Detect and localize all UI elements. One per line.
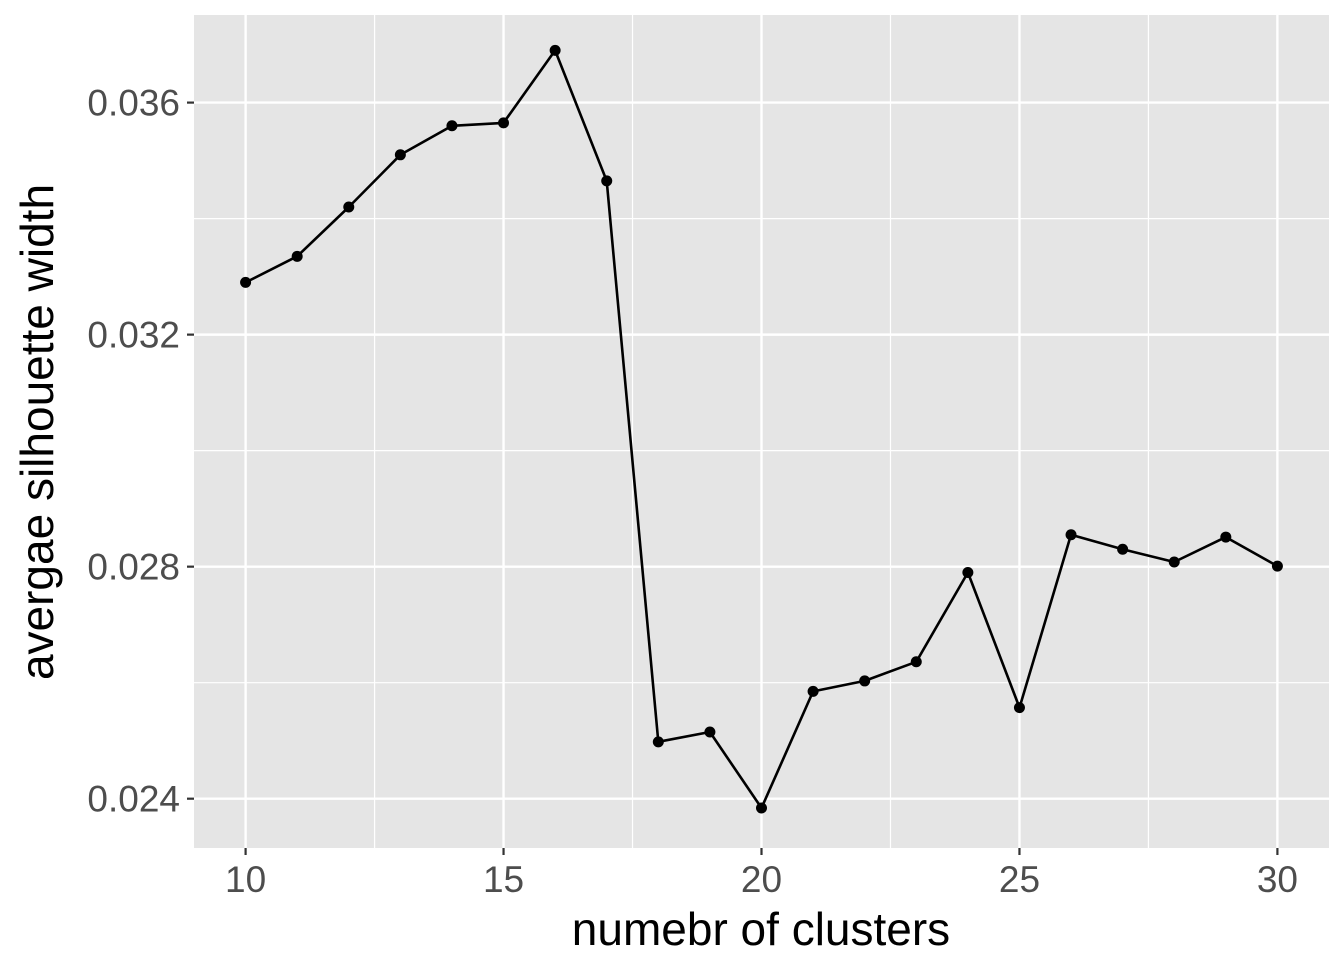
y-tick-label-1: 0.028 (87, 547, 180, 588)
data-point-21 (807, 685, 819, 697)
data-point-18 (652, 736, 664, 748)
x-tick-label-0: 10 (225, 859, 266, 900)
data-point-25 (1013, 702, 1025, 714)
data-points (240, 44, 1283, 814)
x-tick-label-2: 20 (741, 859, 782, 900)
data-point-14 (446, 120, 458, 132)
y-axis-ticks (187, 101, 194, 800)
data-point-23 (910, 656, 922, 668)
y-tick-label-3: 0.036 (87, 83, 180, 124)
data-point-27 (1117, 543, 1129, 555)
data-point-19 (704, 726, 716, 738)
y-axis-title: avergae silhouette width (11, 184, 63, 680)
x-tick-label-3: 25 (999, 859, 1040, 900)
data-point-11 (291, 250, 303, 262)
y-tick-label-2: 0.032 (87, 315, 180, 356)
data-point-30 (1271, 560, 1283, 572)
data-point-10 (240, 276, 252, 288)
data-point-22 (859, 675, 871, 687)
x-axis-title: numebr of clusters (572, 903, 950, 955)
major-gridlines (194, 15, 1329, 848)
data-point-16 (549, 44, 561, 56)
x-tick-label-4: 30 (1257, 859, 1298, 900)
x-tick-label-1: 15 (483, 859, 524, 900)
y-tick-label-0: 0.024 (87, 779, 180, 820)
x-axis-ticks (244, 848, 1279, 855)
y-axis-tick-labels: 0.024 0.028 0.032 0.036 (87, 83, 180, 820)
data-point-12 (343, 201, 355, 213)
data-point-20 (756, 802, 767, 814)
data-point-15 (498, 117, 510, 129)
data-point-28 (1168, 556, 1180, 568)
x-axis-tick-labels: 10 15 20 25 30 (225, 859, 1298, 900)
data-point-13 (394, 149, 406, 161)
data-point-29 (1220, 531, 1232, 543)
data-point-17 (601, 175, 613, 187)
data-point-24 (962, 566, 974, 578)
data-point-26 (1065, 529, 1077, 541)
